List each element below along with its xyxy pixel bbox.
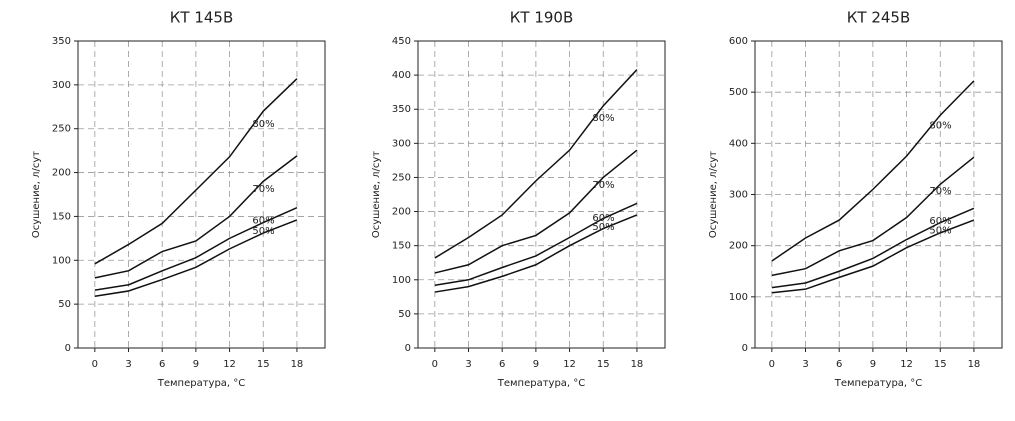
x-tick-label: 0 (92, 359, 98, 370)
series-label: 70% (592, 180, 614, 191)
line-series (771, 156, 975, 277)
y-tick-label: 100 (52, 255, 71, 266)
y-tick-label: 150 (392, 241, 411, 252)
y-axis-label: Осушение, л/сут (708, 151, 719, 238)
x-tick-label: 18 (631, 359, 644, 370)
series-label: 50% (929, 225, 951, 236)
x-tick-label: 15 (934, 359, 947, 370)
y-tick-label: 200 (729, 241, 748, 252)
x-tick-label: 9 (193, 359, 199, 370)
line-series (94, 78, 298, 265)
y-tick-label: 350 (392, 104, 411, 115)
x-tick-label: 0 (769, 359, 775, 370)
series-label: 60% (252, 215, 274, 226)
series-label: 80% (252, 119, 274, 130)
line-series (771, 219, 975, 294)
y-tick-label: 0 (405, 343, 411, 354)
x-tick-label: 0 (432, 359, 438, 370)
chart: КТ 190В 0 50 100 150 200 250 300 350 400 450 0 3 6 9 12… (371, 9, 666, 389)
y-tick-label: 250 (52, 124, 71, 135)
chart-title: КТ 245В (847, 9, 911, 27)
x-tick-label: 6 (159, 359, 165, 370)
x-tick-label: 18 (291, 359, 304, 370)
y-tick-label: 400 (729, 138, 748, 149)
line-series (434, 149, 638, 274)
x-tick-label: 18 (968, 359, 981, 370)
y-tick-label: 200 (52, 168, 71, 179)
chart-title: КТ 145В (170, 9, 234, 27)
y-tick-label: 100 (729, 292, 748, 303)
chart: КТ 145В 0 50 100 150 200 250 300 350 0 3 6 9 12 15 18 Те… (31, 9, 326, 389)
plot-frame (417, 40, 666, 349)
y-tick-label: 450 (392, 36, 411, 47)
line-series (434, 69, 638, 259)
x-tick-label: 15 (257, 359, 270, 370)
x-axis-label: Температура, °С (497, 378, 586, 389)
x-tick-label: 12 (223, 359, 236, 370)
line-series (94, 206, 298, 291)
y-tick-label: 300 (392, 138, 411, 149)
series-label: 50% (592, 222, 614, 233)
plot-frame (754, 40, 1003, 349)
x-tick-label: 15 (597, 359, 610, 370)
chart: КТ 245В 0 100 200 300 400 500 600 0 3 6 9 12 15 18 Темп… (708, 9, 1003, 389)
y-tick-label: 500 (729, 87, 748, 98)
x-tick-label: 12 (563, 359, 576, 370)
line-series (771, 207, 975, 289)
line-series (94, 155, 298, 279)
x-tick-label: 3 (465, 359, 471, 370)
x-tick-label: 12 (900, 359, 913, 370)
line-series (434, 214, 638, 293)
series-label: 70% (252, 184, 274, 195)
y-tick-label: 350 (52, 36, 71, 47)
y-tick-label: 50 (398, 309, 411, 320)
line-series (434, 202, 638, 286)
y-tick-label: 150 (52, 211, 71, 222)
x-tick-label: 3 (802, 359, 808, 370)
series-label: 60% (592, 213, 614, 224)
plot-frame (77, 40, 326, 349)
series-label: 50% (252, 226, 274, 237)
y-tick-label: 300 (52, 80, 71, 91)
y-tick-label: 0 (65, 343, 71, 354)
series-label: 70% (929, 186, 951, 197)
y-tick-label: 400 (392, 70, 411, 81)
series-label: 80% (929, 121, 951, 132)
x-tick-label: 9 (870, 359, 876, 370)
y-tick-label: 200 (392, 207, 411, 218)
x-tick-label: 6 (499, 359, 505, 370)
series-label: 60% (929, 216, 951, 227)
y-tick-label: 50 (58, 299, 71, 310)
x-tick-label: 3 (125, 359, 131, 370)
chart-title: КТ 190В (510, 9, 574, 27)
line-series (94, 219, 298, 297)
y-tick-label: 300 (729, 190, 748, 201)
y-tick-label: 250 (392, 172, 411, 183)
x-axis-label: Температура, °С (157, 378, 246, 389)
x-axis-label: Температура, °С (834, 378, 923, 389)
x-tick-label: 9 (533, 359, 539, 370)
line-series (771, 80, 975, 262)
y-tick-label: 100 (392, 275, 411, 286)
y-tick-label: 0 (742, 343, 748, 354)
x-tick-label: 6 (836, 359, 842, 370)
y-axis-label: Осушение, л/сут (31, 151, 42, 238)
y-axis-label: Осушение, л/сут (371, 151, 382, 238)
y-tick-label: 600 (729, 36, 748, 47)
series-label: 80% (592, 113, 614, 124)
